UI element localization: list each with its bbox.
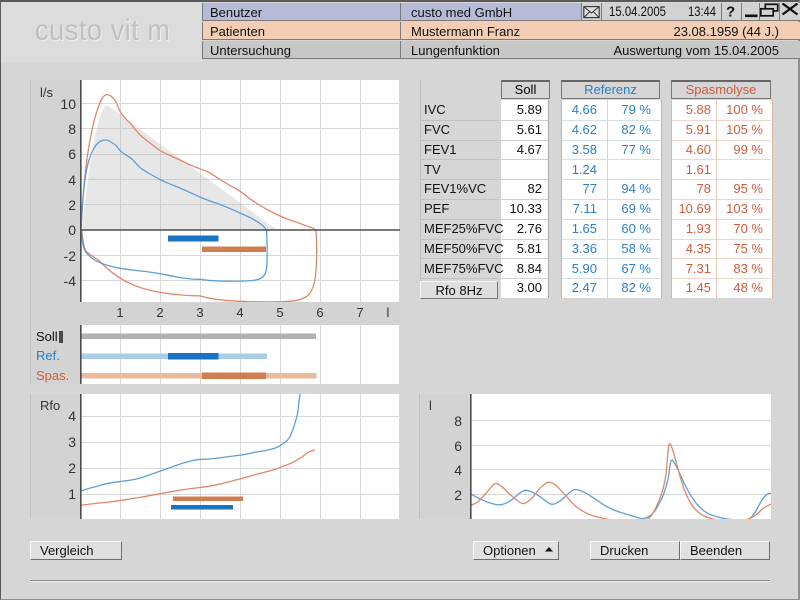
svg-text:?: ? xyxy=(726,4,735,21)
svg-text:15.04.2005: 15.04.2005 xyxy=(609,3,666,19)
svg-text:13:44: 13:44 xyxy=(688,3,716,19)
